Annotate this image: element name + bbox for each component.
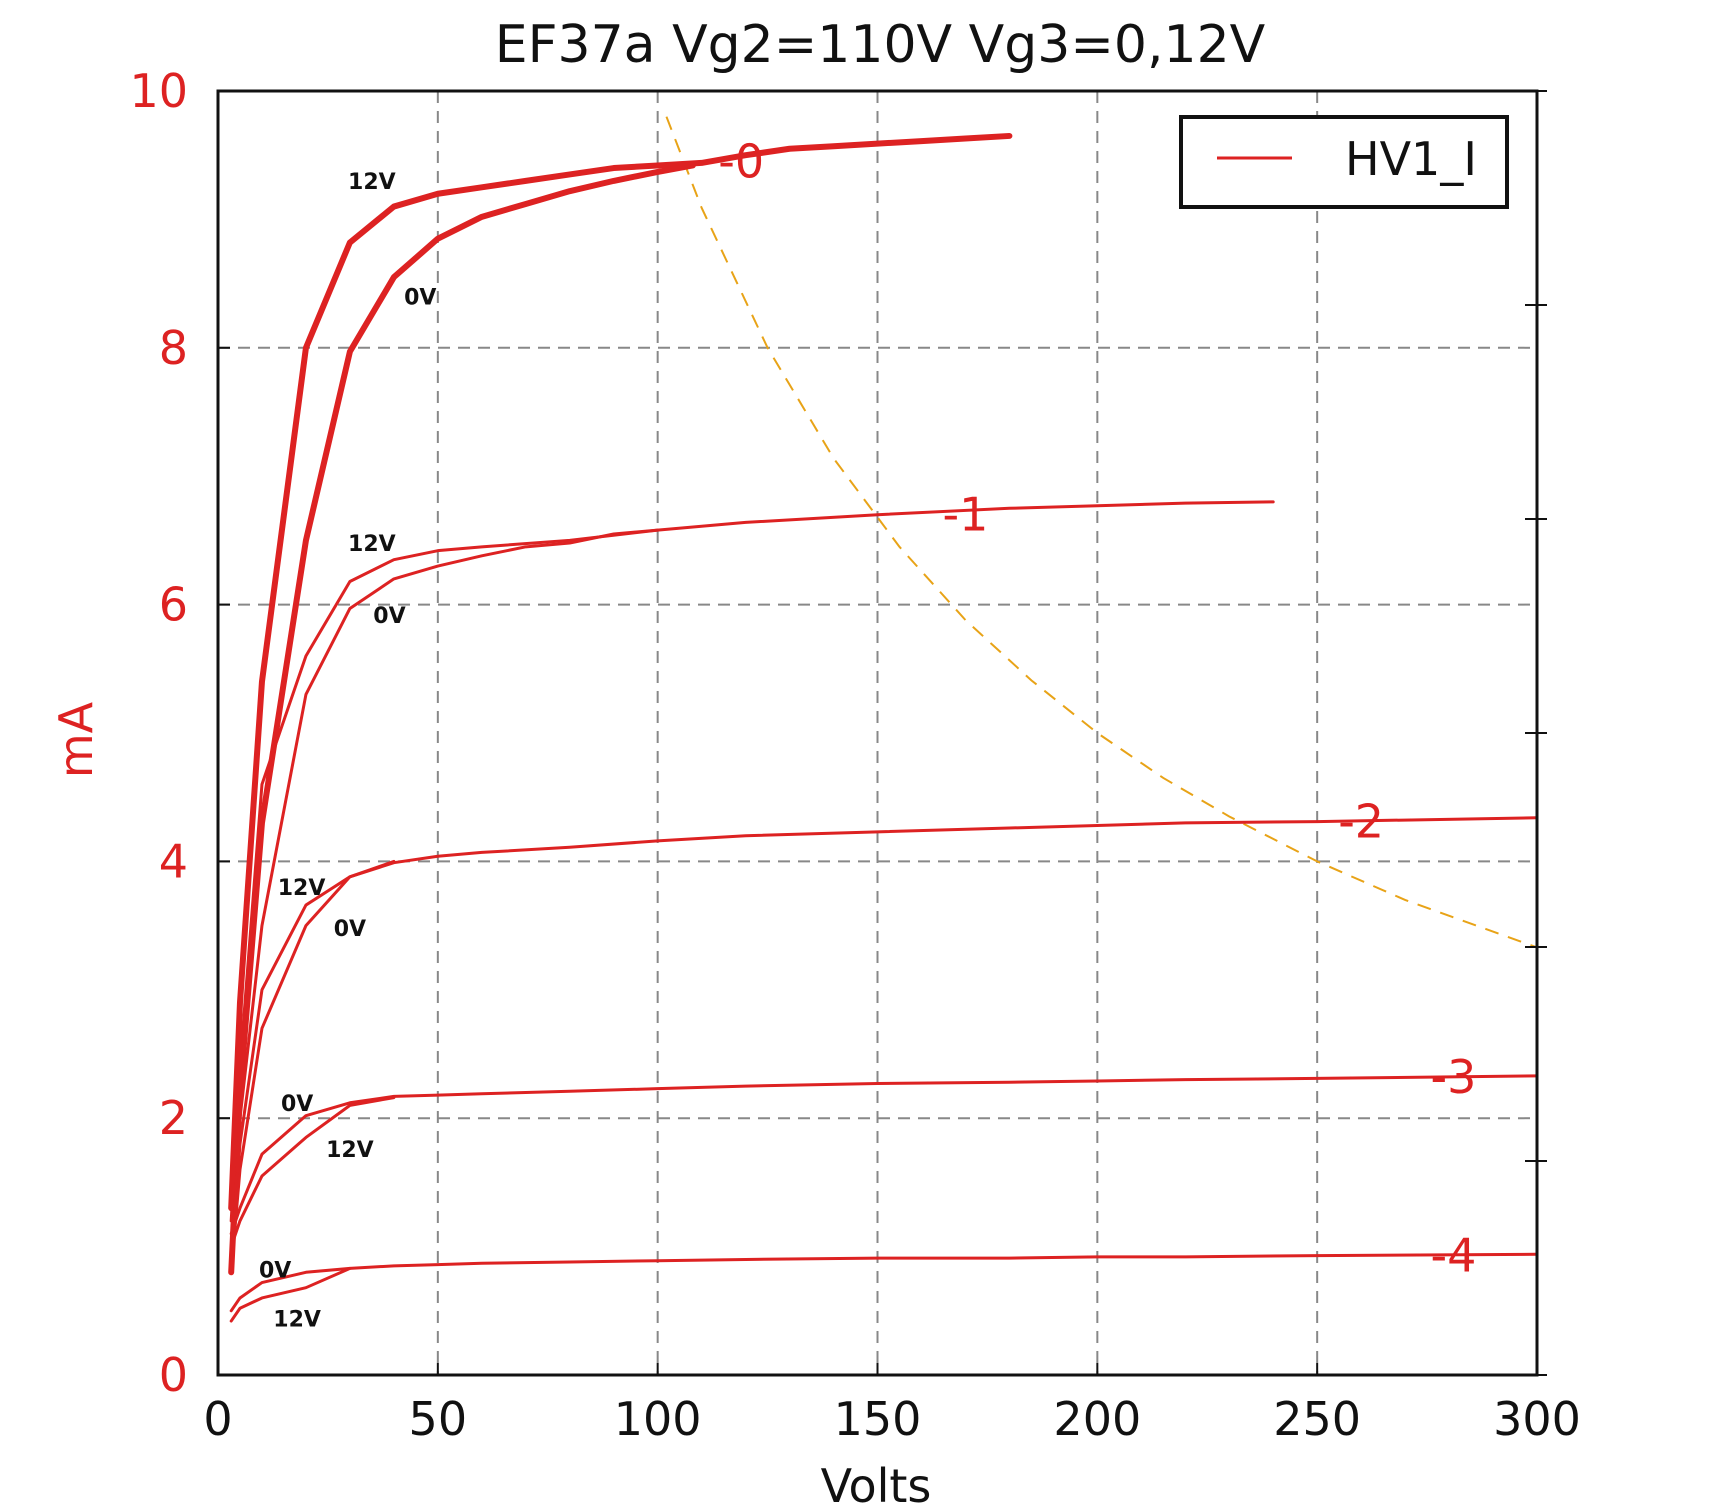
series-group [228,132,1539,1323]
legend-entry: HV1_I [1345,132,1477,186]
vg3-label-9: 12V [273,1308,321,1333]
vg3-label-3: 0V [373,604,405,629]
vg3-label-2: 12V [348,532,396,557]
vg3-label-8: 0V [259,1259,291,1284]
bias-labels: -0 -1 -2 -3 -4 [718,135,1476,1283]
bias-label-2: -2 [1338,795,1384,849]
x-tick-label-3: 150 [834,1392,922,1446]
x-tick-label-4: 200 [1053,1392,1141,1446]
series-line-3 [229,528,660,1274]
legend-box [1179,115,1509,209]
grid-lines [218,91,1537,1375]
y-tick-label-4: 8 [159,321,188,375]
x-tick-label-1: 50 [409,1392,468,1446]
series-line-6 [229,1074,1539,1236]
series-line-5 [229,859,396,1274]
bias-label-4: -4 [1431,1229,1477,1283]
y-axis-ticks: 0 2 4 6 8 10 [129,64,188,1402]
load-line [665,116,1538,949]
chart-title: EF37a Vg2=110V Vg3=0,12V [495,15,1266,75]
bias-label-1: -1 [942,488,988,542]
legend: HV1_I [1179,115,1509,209]
vg3-label-5: 0V [334,917,366,942]
vg3-label-6: 0V [281,1092,313,1117]
x-tick-label-0: 0 [203,1392,232,1446]
vg3-label-4: 12V [278,876,326,901]
y-tick-label-5: 10 [129,64,188,118]
series-line-4 [229,816,1539,1274]
y-axis-label: mA [49,701,103,778]
x-tick-label-5: 250 [1273,1392,1361,1446]
vg3-labels: 12V 0V 12V 0V 12V 0V 0V 12V 0V 12V [259,170,436,1333]
series-line-9 [229,1266,352,1323]
y-tick-label-1: 2 [159,1091,188,1145]
series-line-8 [229,1252,1539,1313]
load-line-curve [665,116,1538,949]
series-line-2 [229,500,1275,1223]
x-tick-label-6: 300 [1493,1392,1581,1446]
x-axis-label: Volts [821,1459,932,1512]
y-tick-label-0: 0 [159,1348,188,1402]
series-line-0 [228,132,1013,1212]
x-axis-ticks: 0 50 100 150 200 250 300 [203,1392,1581,1446]
vg3-label-0: 12V [348,170,396,195]
series-line-7 [229,1096,396,1249]
series-line-1 [228,162,696,1276]
plot-frame [216,89,1547,1377]
bias-label-3: -3 [1431,1050,1477,1104]
vg3-label-1: 0V [404,285,436,310]
vg3-label-7: 12V [326,1138,374,1163]
y-tick-label-3: 6 [159,578,188,632]
x-tick-label-2: 100 [614,1392,702,1446]
y-tick-label-2: 4 [159,834,188,888]
bias-label-0: -0 [718,135,764,189]
